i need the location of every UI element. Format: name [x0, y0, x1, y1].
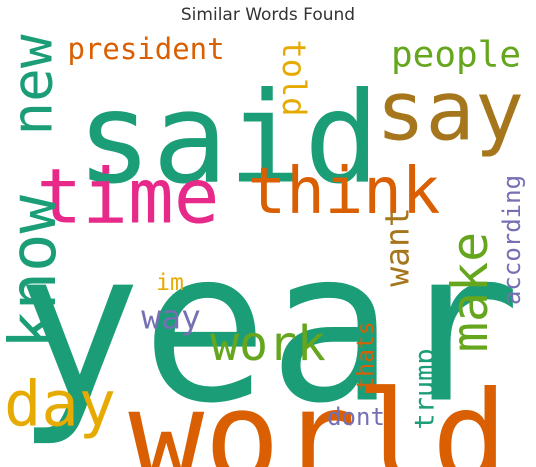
word-said: said — [76, 65, 379, 212]
word-thats: thats — [353, 321, 379, 390]
word-new: new — [1, 34, 66, 135]
word-according: according — [498, 175, 526, 305]
word-know: know — [0, 194, 71, 349]
word-want: want — [378, 207, 417, 286]
word-year: year — [15, 205, 521, 450]
word-day: day — [4, 368, 116, 441]
word-time: time — [36, 152, 219, 241]
word-dont: dont — [327, 403, 385, 431]
word-told: told — [275, 39, 313, 116]
word-say: say — [376, 65, 524, 160]
word-think: think — [248, 155, 441, 229]
word-trump: trump — [410, 348, 441, 429]
word-people: people — [391, 35, 521, 76]
word-way: way — [141, 298, 201, 337]
chart-title: Similar Words Found — [181, 5, 355, 25]
word-im: im — [156, 270, 184, 296]
word-make: make — [441, 232, 499, 352]
word-work: work — [210, 316, 326, 372]
word-world: world — [128, 364, 507, 467]
word-president: president — [67, 32, 224, 66]
